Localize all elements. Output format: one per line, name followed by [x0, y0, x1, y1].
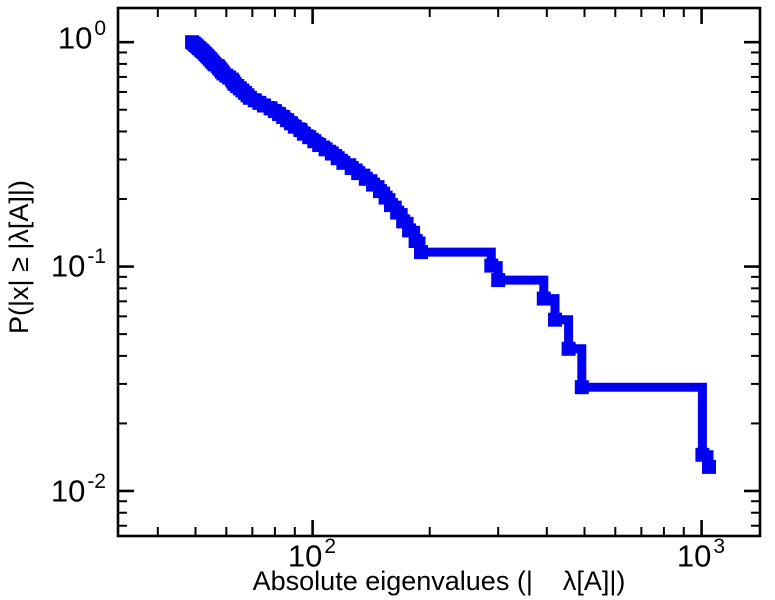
- data-point-marker: [408, 234, 423, 248]
- data-point-marker: [561, 341, 576, 356]
- x-tick-label-1e2: 102: [262, 535, 362, 574]
- x-tick-base: 10: [676, 538, 712, 574]
- data-point-marker: [484, 258, 499, 273]
- y-tick-exponent: -1: [87, 245, 106, 268]
- data-point-marker: [536, 291, 551, 306]
- data-point-marker: [402, 223, 417, 238]
- y-tick-base: 10: [50, 248, 86, 284]
- x-tick-base: 10: [287, 538, 323, 574]
- y-tick-base: 10: [57, 20, 93, 56]
- y-tick-label-1e-2: 10-2: [36, 470, 106, 509]
- data-point-marker: [491, 273, 506, 288]
- data-point-marker: [414, 245, 428, 260]
- y-tick-exponent: 0: [94, 17, 106, 40]
- data-point-marker: [702, 459, 716, 474]
- x-tick-label-1e3: 103: [651, 535, 751, 574]
- x-tick-exponent: 2: [324, 535, 337, 558]
- data-point-marker: [548, 312, 562, 327]
- data-point-marker: [695, 447, 710, 462]
- x-axis-title: Absolute eigenvalues (| λ[A]|): [252, 566, 626, 596]
- y-tick-base: 10: [50, 473, 86, 509]
- x-tick-exponent: 3: [713, 535, 726, 558]
- y-tick-label-1e-1: 10-1: [36, 245, 106, 284]
- y-tick-label-1e0: 100: [36, 17, 106, 56]
- y-tick-exponent: -2: [87, 470, 106, 493]
- data-point-marker: [574, 380, 589, 395]
- y-axis-title: P(|x| ≥ |λ[A]|): [4, 180, 34, 334]
- plot-frame: [116, 6, 762, 538]
